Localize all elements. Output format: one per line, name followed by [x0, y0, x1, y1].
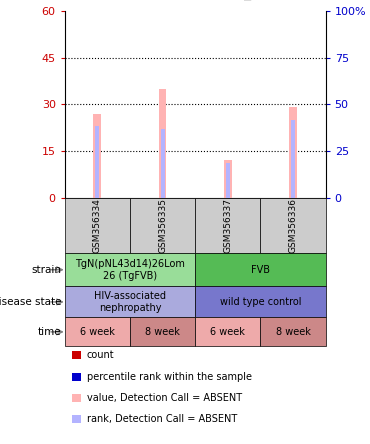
Text: value, Detection Call = ABSENT: value, Detection Call = ABSENT: [87, 393, 242, 403]
Text: 8 week: 8 week: [145, 327, 180, 337]
Text: wild type control: wild type control: [220, 297, 301, 307]
Bar: [289, 107, 297, 198]
Text: TgN(pNL43d14)26Lom
26 (TgFVB): TgN(pNL43d14)26Lom 26 (TgFVB): [75, 259, 185, 281]
Bar: [226, 163, 230, 198]
Text: 6 week: 6 week: [210, 327, 245, 337]
Text: time: time: [37, 327, 61, 337]
Text: 6 week: 6 week: [80, 327, 115, 337]
Bar: [291, 120, 295, 198]
Bar: [94, 114, 101, 198]
Text: FVB: FVB: [251, 265, 270, 275]
Text: GSM356336: GSM356336: [289, 198, 297, 253]
Text: GSM356334: GSM356334: [93, 198, 102, 253]
Text: rank, Detection Call = ABSENT: rank, Detection Call = ABSENT: [87, 414, 237, 424]
Text: HIV-associated
nephropathy: HIV-associated nephropathy: [94, 291, 166, 313]
Text: disease state: disease state: [0, 297, 61, 307]
Text: GSM356335: GSM356335: [158, 198, 167, 253]
Bar: [95, 126, 99, 198]
Text: 8 week: 8 week: [276, 327, 310, 337]
Text: GSM356337: GSM356337: [223, 198, 232, 253]
Text: count: count: [87, 350, 115, 360]
Bar: [224, 160, 232, 198]
Bar: [159, 89, 166, 198]
Text: strain: strain: [31, 265, 61, 275]
Text: percentile rank within the sample: percentile rank within the sample: [87, 372, 252, 381]
Bar: [161, 129, 165, 198]
